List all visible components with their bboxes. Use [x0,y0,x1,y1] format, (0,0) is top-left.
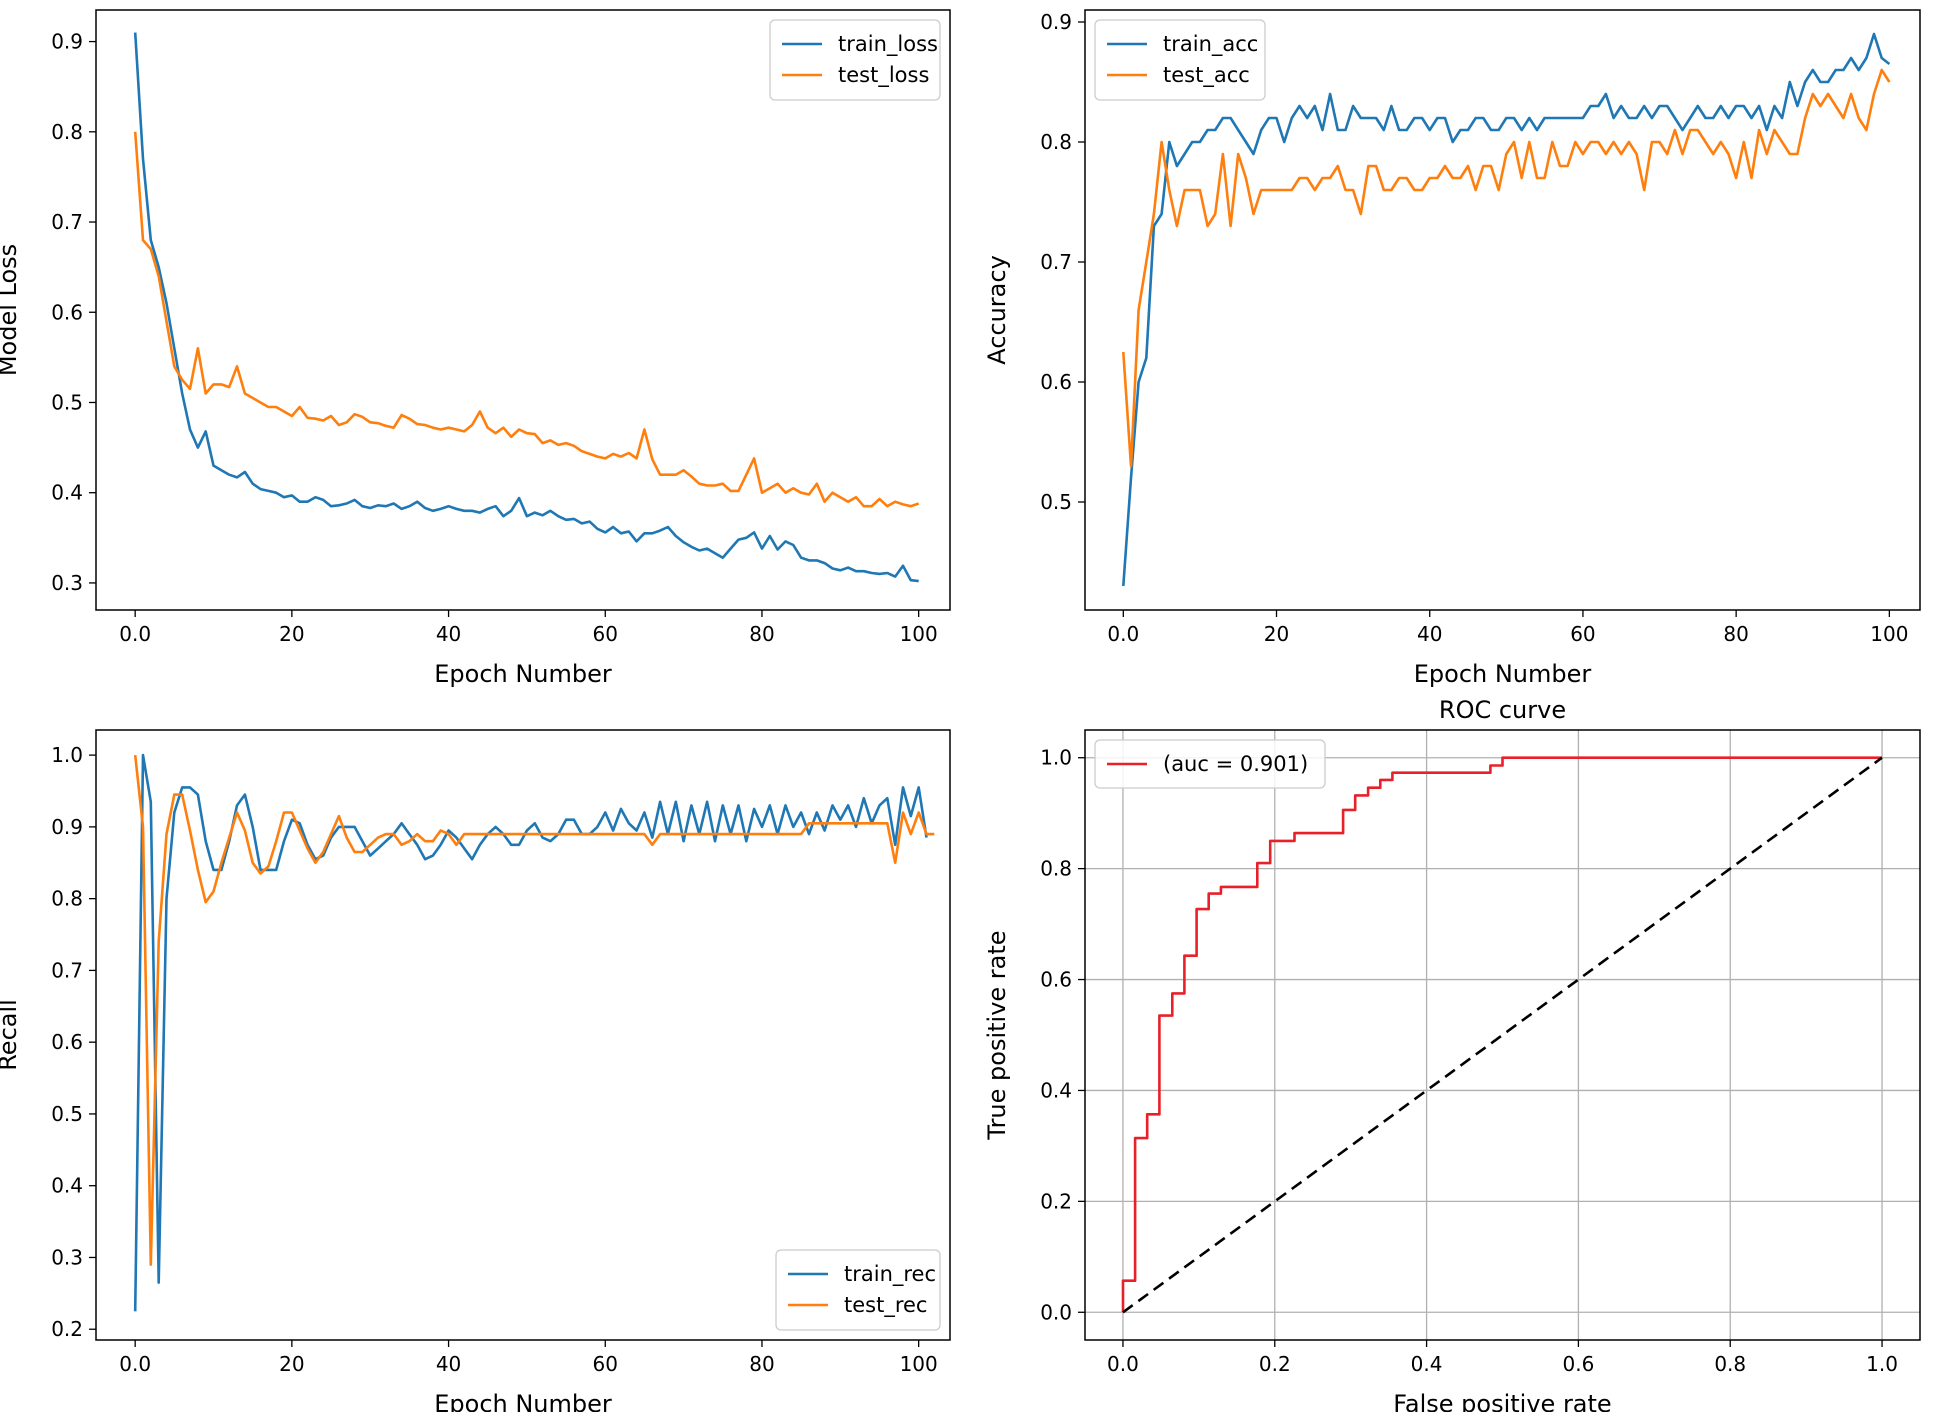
x-tick-label: 0.0 [1107,622,1139,646]
x-tick-label: 20 [1264,622,1289,646]
legend: train_rec test_rec [775,1249,941,1331]
y-tick-label: 0.7 [1040,250,1072,274]
series-line-test-rec [133,754,935,1266]
x-tick-label: 1.0 [1866,1352,1898,1376]
y-tick-label: 0.0 [1040,1300,1072,1324]
x-tick-label: 0.6 [1563,1352,1595,1376]
y-tick-label: 0.7 [51,958,83,982]
axes-frame [1084,9,1921,611]
axes-frame [1084,729,1921,1341]
y-tick-label: 0.6 [1040,968,1072,992]
y-tick-label: 0.4 [51,481,83,505]
x-tick-label: 40 [1417,622,1442,646]
y-tick-label: 0.8 [51,887,83,911]
x-tick-label: 80 [1723,622,1748,646]
legend-box [775,1249,941,1331]
x-tick-label: 100 [1870,622,1908,646]
chart-title: ROC curve [1439,696,1566,724]
legend-label: test_loss [838,63,929,88]
y-tick-label: 0.4 [1040,1078,1072,1102]
legend: (auc = 0.901) [1094,739,1326,789]
diagonal-reference-line [1122,756,1883,1314]
x-tick-label: 80 [749,622,774,646]
x-axis-label: Epoch Number [434,660,612,688]
chart-1: 0.0 20 40 60 80 100 0.3 0.4 0.5 0.6 0.7 0.8 0.9 Epoch… [0,9,951,688]
y-tick-label: 0.8 [51,120,83,144]
y-tick-label: 1.0 [1040,746,1072,770]
x-tick-label: 20 [279,622,304,646]
series-line-train-acc [1122,32,1891,587]
y-axis-label: Accuracy [983,255,1011,365]
y-tick-label: 0.5 [51,390,83,414]
legend-label: test_acc [1163,63,1250,88]
y-tick-label: 0.8 [1040,130,1072,154]
y-tick-label: 0.7 [51,210,83,234]
y-tick-label: 0.2 [1040,1189,1072,1213]
series-line-test-acc [1122,68,1891,468]
y-tick-label: 0.9 [51,30,83,54]
x-axis-label: Epoch Number [1414,660,1592,688]
x-tick-label: 0.4 [1411,1352,1443,1376]
y-tick-label: 0.6 [1040,370,1072,394]
legend-label: (auc = 0.901) [1163,752,1308,776]
y-tick-label: 0.4 [51,1174,83,1198]
y-tick-label: 0.2 [51,1317,83,1341]
legend: train_acc test_acc [1094,19,1266,101]
x-tick-label: 80 [749,1352,774,1376]
x-axis-label: False positive rate [1393,1390,1611,1412]
legend: train_loss test_loss [769,19,941,101]
x-tick-label: 0.0 [1107,1352,1139,1376]
y-tick-label: 0.5 [1040,490,1072,514]
x-tick-label: 20 [279,1352,304,1376]
legend-box [769,19,941,101]
x-tick-label: 40 [436,622,461,646]
y-tick-label: 0.9 [51,815,83,839]
series-line-train-loss [133,32,919,583]
y-tick-label: 1.0 [51,743,83,767]
x-tick-label: 0.8 [1714,1352,1746,1376]
y-tick-label: 0.6 [51,300,83,324]
y-axis-label: True positive rate [983,930,1011,1140]
legend-box [1094,19,1266,101]
y-tick-label: 0.3 [51,1245,83,1269]
legend-label: train_rec [844,1262,936,1287]
series-line-train-rec [133,753,928,1312]
y-tick-label: 0.6 [51,1030,83,1054]
y-axis-label: Model Loss [0,244,22,376]
y-tick-label: 0.9 [1040,10,1072,34]
x-axis-label: Epoch Number [434,1390,612,1412]
x-tick-label: 0.2 [1259,1352,1291,1376]
x-tick-label: 60 [1570,622,1595,646]
x-tick-label: 100 [900,622,938,646]
y-tick-label: 0.3 [51,571,83,595]
x-tick-label: 100 [900,1352,938,1376]
legend-label: train_acc [1163,32,1258,57]
legend-label: train_loss [838,32,938,57]
x-tick-label: 40 [436,1352,461,1376]
legend-label: test_rec [844,1293,927,1318]
y-tick-label: 0.5 [51,1102,83,1126]
axes-frame [95,9,951,611]
chart-4: 0.0 0.2 0.4 0.6 0.8 1.0 0.0 0.2 0.4 0.6 0.8 1.0 Fals… [983,696,1921,1412]
legend-box [1094,739,1326,789]
chart-3: 0.0 20 40 60 80 100 0.2 0.3 0.4 0.5 0.6 0.7 0.8 0.9 1.… [0,729,951,1412]
series-line-auc-0-901 [1121,756,1882,1313]
series-line-test-loss [133,131,920,508]
axes-frame [95,729,951,1341]
x-tick-label: 60 [593,622,618,646]
y-axis-label: Recall [0,999,22,1071]
x-tick-label: 0.0 [119,622,151,646]
y-tick-label: 0.8 [1040,857,1072,881]
chart-2: 0.0 20 40 60 80 100 0.5 0.6 0.7 0.8 0.9 Epoch Numbe… [983,9,1921,688]
x-tick-label: 0.0 [119,1352,151,1376]
x-tick-label: 60 [593,1352,618,1376]
